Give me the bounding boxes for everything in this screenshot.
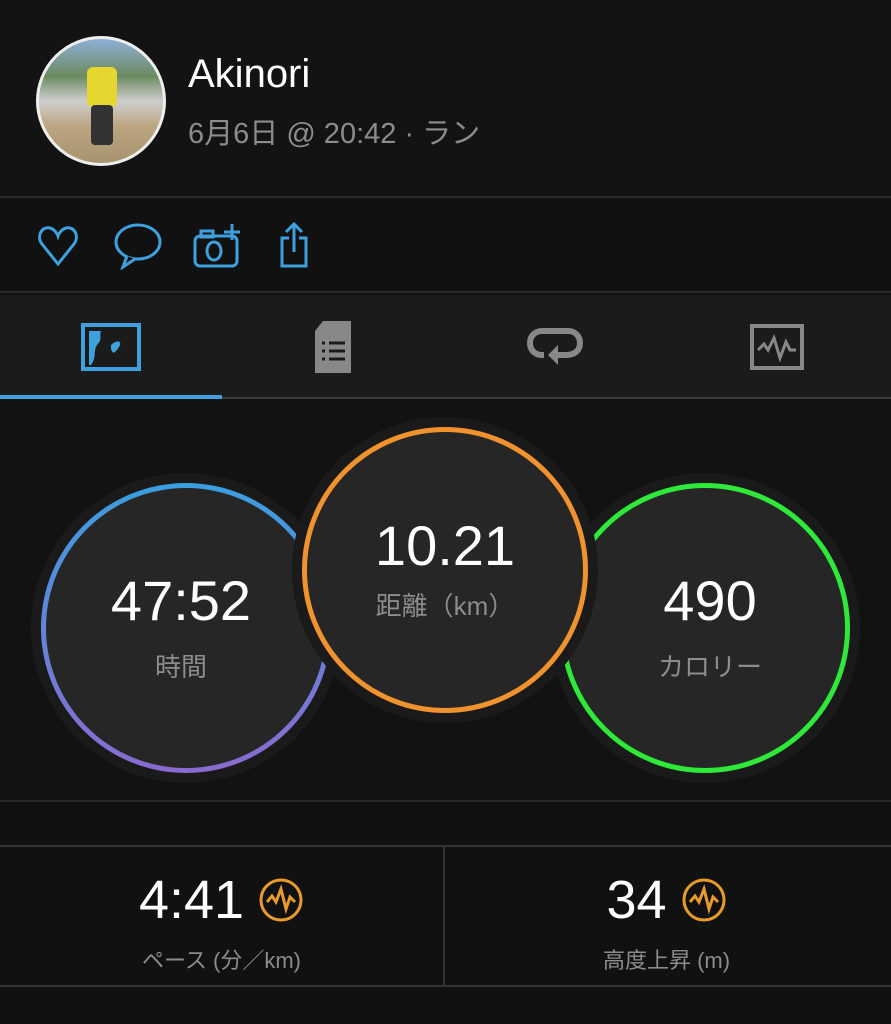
tab-map[interactable] (0, 295, 222, 399)
comment-icon (114, 223, 162, 271)
user-name[interactable]: Akinori (188, 52, 311, 96)
details-icon (315, 321, 351, 373)
tab-laps[interactable] (444, 295, 666, 399)
activity-date-type: 6月6日 @ 20:42 · ラン (188, 118, 481, 150)
map-icon (81, 323, 141, 371)
share-button[interactable] (274, 221, 322, 270)
elevation-label: 高度上昇 (m) (602, 948, 731, 973)
tab-charts[interactable] (666, 295, 888, 399)
active-tab-indicator (0, 395, 222, 399)
distance-ring[interactable]: 10.21 距離（km） (302, 427, 588, 713)
stat-elevation-gain[interactable]: 34 高度上昇 (m) (445, 847, 888, 985)
action-bar (0, 200, 891, 293)
tab-bar (0, 295, 891, 399)
laps-icon (526, 328, 584, 365)
heart-icon (38, 226, 78, 267)
time-label: 時間 (154, 651, 207, 682)
tab-details[interactable] (222, 295, 444, 399)
time-value: 47:52 (110, 568, 252, 632)
elevation-value: 34 (606, 870, 667, 930)
pace-label: ペース (分／km) (142, 948, 301, 973)
time-ring[interactable]: 47:52 時間 (41, 483, 331, 773)
divider (443, 845, 445, 987)
comment-button[interactable] (113, 222, 162, 271)
calories-label: カロリー (657, 651, 762, 682)
add-photo-icon (193, 224, 240, 268)
add-photo-button[interactable] (192, 222, 240, 270)
calories-value: 490 (663, 568, 757, 632)
distance-value: 10.21 (374, 513, 516, 577)
stats-grid (0, 845, 891, 987)
avatar[interactable] (36, 36, 166, 166)
like-button[interactable] (34, 222, 82, 270)
performance-icon (259, 878, 303, 922)
calories-ring[interactable]: 490 カロリー (560, 483, 850, 773)
chart-icon (750, 324, 804, 370)
stat-pace[interactable]: 4:41 ペース (分／km) (0, 847, 443, 985)
distance-label: 距離（km） (375, 590, 515, 621)
performance-icon (682, 878, 726, 922)
pace-value: 4:41 (138, 870, 245, 930)
share-icon (280, 221, 308, 268)
